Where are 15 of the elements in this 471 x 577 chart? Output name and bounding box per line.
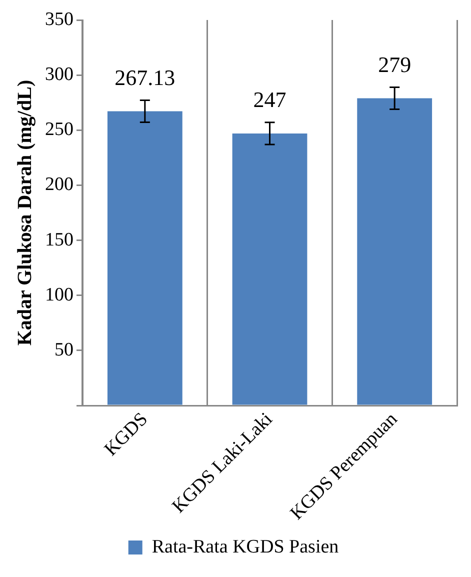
- y-tick-label: 250: [45, 119, 74, 140]
- bar: [107, 111, 182, 405]
- y-tick-label: 300: [45, 64, 74, 86]
- y-tick-label: 100: [45, 284, 74, 306]
- data-label: 267.13: [114, 65, 176, 90]
- legend-label: Rata-Rata KGDS Pasien: [152, 536, 340, 558]
- y-tick-label: 50: [54, 339, 74, 360]
- bar: [357, 98, 432, 405]
- y-tick-label: 150: [45, 229, 74, 250]
- y-tick-label: 200: [45, 174, 74, 196]
- data-label: 279: [378, 52, 412, 77]
- y-tick-label: 350: [45, 8, 74, 30]
- data-label: 247: [253, 87, 286, 112]
- bar: [232, 133, 308, 405]
- y-axis-title: Kadar Glukosa Darah (mg/dL): [14, 80, 36, 346]
